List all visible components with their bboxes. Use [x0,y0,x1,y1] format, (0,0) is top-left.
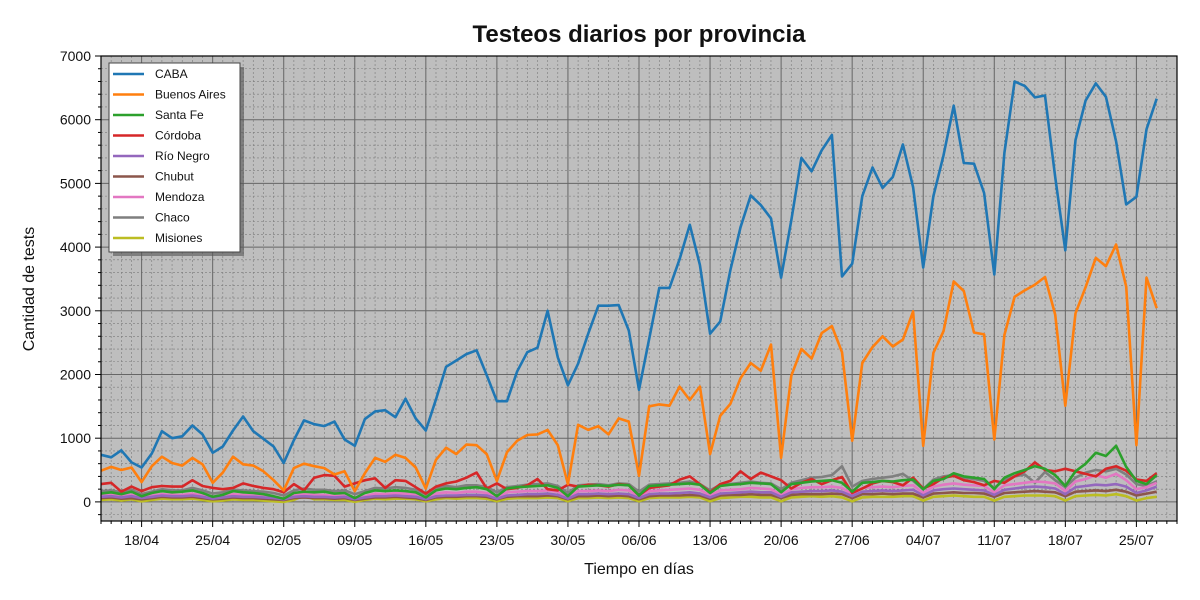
y-tick-label: 7000 [60,48,91,64]
y-tick-label: 6000 [60,112,91,128]
legend-entry: Buenos Aires [155,88,226,102]
y-axis-label: Cantidad de tests [21,227,38,352]
plot-frame [100,55,1178,522]
series-line-misiones [100,492,1157,504]
x-tick-label: 27/06 [835,532,870,548]
x-tick-label: 25/04 [195,532,230,548]
x-axis-label: Tiempo en días [584,561,694,578]
y-tick-label: 1000 [60,430,91,446]
x-tick-label: 23/05 [479,532,514,548]
series-line-r-o-negro [100,482,1158,501]
x-tick-label: 09/05 [337,532,372,548]
x-tick-label: 30/05 [550,532,585,548]
series-layer [100,80,1158,504]
x-tick-label: 11/07 [977,532,1011,548]
x-tick-label: 20/06 [764,532,799,548]
legend-entry: CABA [155,67,188,81]
y-tick-label: 0 [83,494,91,510]
legend-entry: Misiones [155,231,202,245]
x-tick-label: 02/05 [266,532,301,548]
y-tick-label: 3000 [60,303,91,319]
series-line-caba [100,80,1158,469]
x-axis: 18/04 25/04 02/05 09/05 16/05 23/05 30/05 06/06… [100,521,1178,548]
y-tick-label: 4000 [60,239,91,255]
legend-entry: Mendoza [155,190,205,204]
chart-title: Testeos diarios por provincia [473,21,807,48]
y-tick-label: 2000 [60,366,91,382]
x-tick-label: 18/07 [1048,532,1083,548]
legend-entry: Córdoba [155,129,201,143]
legend-entry: Chaco [155,211,190,225]
x-tick-label: 16/05 [408,532,443,548]
legend-entry: Santa Fe [155,108,204,122]
legend-entry: Río Negro [155,149,210,163]
y-tick-label: 5000 [60,175,91,191]
x-tick-label: 04/07 [906,532,941,548]
x-tick-label: 18/04 [124,532,159,548]
x-tick-label: 06/06 [621,532,656,548]
legend-entry: Chubut [155,170,194,184]
x-tick-label: 13/06 [693,532,728,548]
series-line-buenos-aires [100,243,1158,493]
legend: CABA Buenos Aires Santa Fe Córdoba Río Negro… [108,62,244,256]
x-tick-label: 25/07 [1119,532,1154,548]
series-line-santa-fe [100,444,1158,501]
y-axis: 0 1000 2000 3000 4000 5000 6000 7000 [60,48,101,516]
